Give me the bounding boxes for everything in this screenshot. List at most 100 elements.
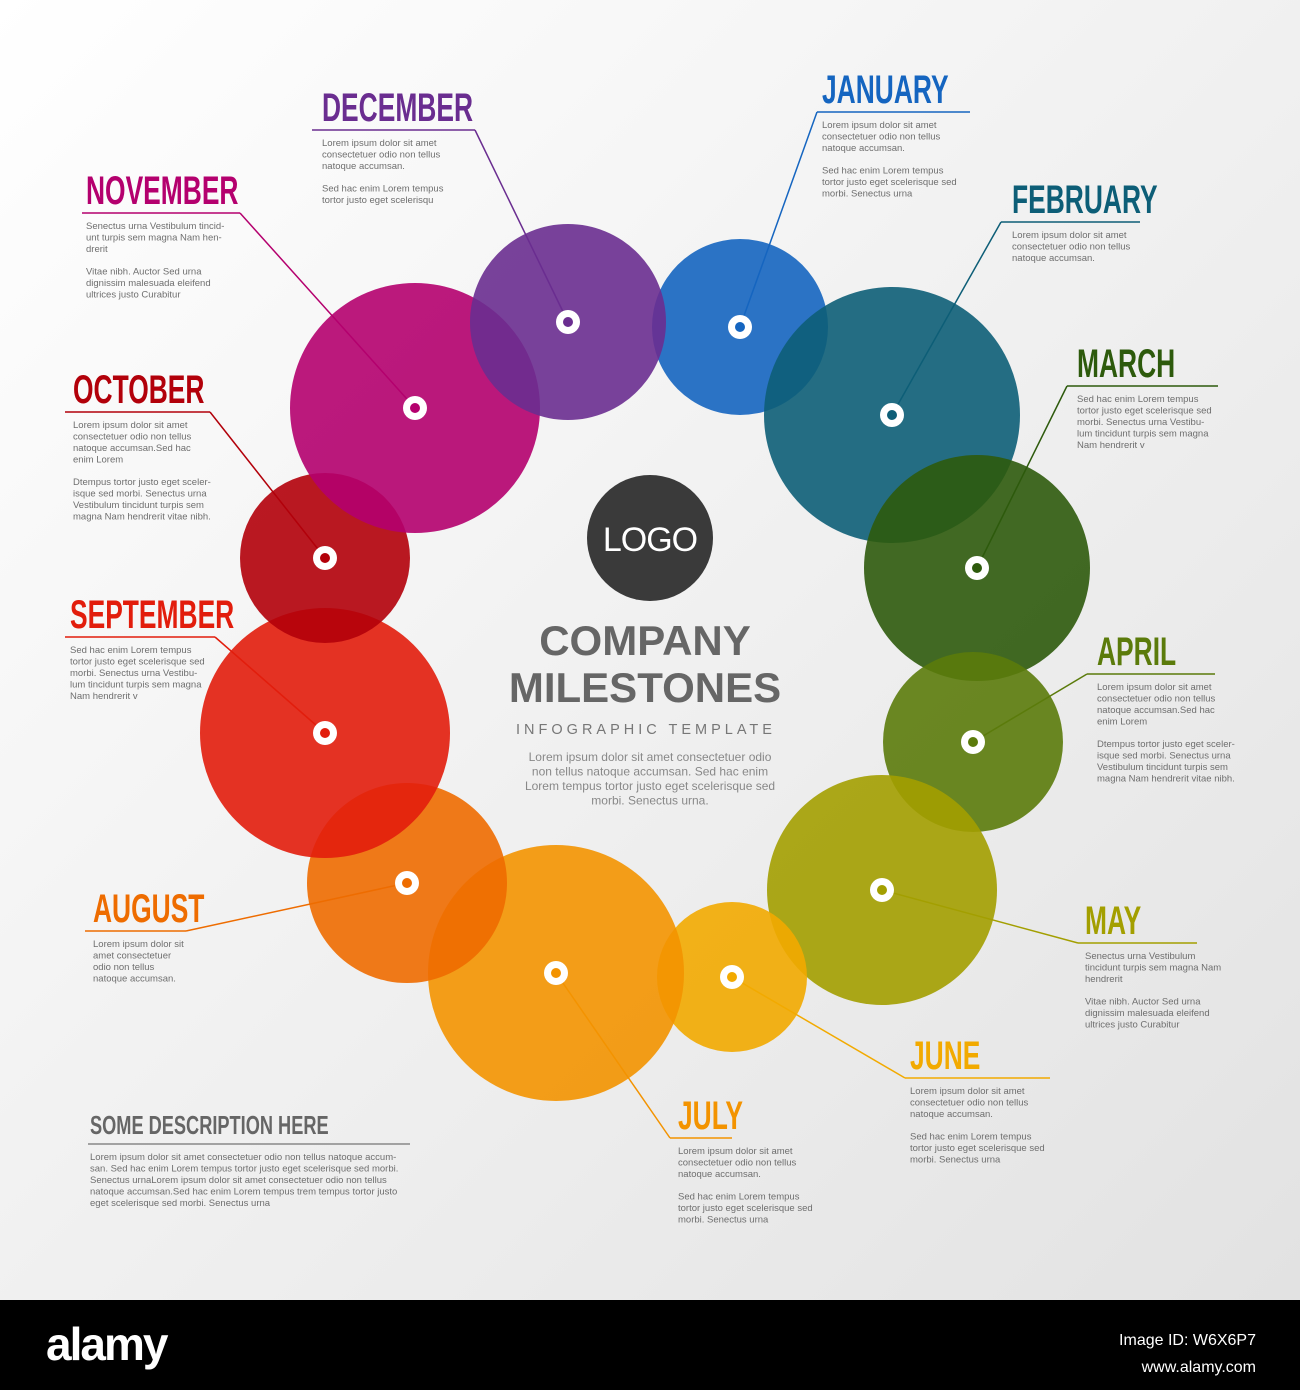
description-line: Nam hendrerit v <box>70 691 138 702</box>
month-label: DECEMBER <box>322 86 473 131</box>
description-line: natoque accumsan. <box>678 1169 761 1180</box>
note-title: SOME DESCRIPTION HERE <box>90 1111 329 1140</box>
description-line: natoque accumsan. <box>322 161 405 172</box>
leader-line <box>972 673 1088 743</box>
description-line: Dtempus tortor justo eget sceler- <box>73 477 211 488</box>
description-line: consectetuer odio non tellus <box>910 1098 1029 1109</box>
note-line: Lorem ipsum dolor sit amet consectetuer … <box>90 1152 396 1163</box>
dot-center <box>320 728 330 738</box>
description-line: Lorem ipsum dolor sit <box>93 939 184 950</box>
month-label: OCTOBER <box>73 368 204 413</box>
description-line: tortor justo eget scelerisque sed <box>678 1203 813 1214</box>
description-line: consectetuer odio non tellus <box>73 432 192 443</box>
description-line: tortor justo eget scelerisqu <box>322 195 433 206</box>
month-label: APRIL <box>1097 630 1176 675</box>
description-line: Sed hac enim Lorem tempus <box>822 166 944 177</box>
description-line: isque sed morbi. Senectus urna <box>1097 751 1231 762</box>
month-label: JANUARY <box>822 68 949 113</box>
description-line: hendrerit <box>1085 974 1123 985</box>
leader-line <box>474 129 569 323</box>
footer-url: www.alamy.com <box>1141 1359 1256 1376</box>
description-line: consectetuer odio non tellus <box>322 150 441 161</box>
month-label: JULY <box>678 1094 743 1139</box>
description-line: morbi. Senectus urna Vestibu- <box>70 668 197 679</box>
description-line: odio non tellus <box>93 962 155 973</box>
description-line: Dtempus tortor justo eget sceler- <box>1097 739 1235 750</box>
description-line: tortor justo eget scelerisque sed <box>70 657 205 668</box>
description-line: magna Nam hendrerit vitae nibh. <box>1097 774 1235 785</box>
month-label: SEPTEMBER <box>70 593 234 638</box>
description-line: Sed hac enim Lorem tempus <box>678 1192 800 1203</box>
description-line: Vestibulum tincidunt turpis sem <box>1097 762 1228 773</box>
title: MILESTONES <box>509 664 781 711</box>
title: COMPANY <box>539 617 751 664</box>
dot-center <box>972 563 982 573</box>
description-line: consectetuer odio non tellus <box>822 132 941 143</box>
description-line: tortor justo eget scelerisque sed <box>1077 406 1212 417</box>
description-line: lum tincidunt turpis sem magna <box>1077 429 1209 440</box>
month-label: NOVEMBER <box>86 169 238 214</box>
description-line: Lorem ipsum dolor sit amet <box>73 420 188 431</box>
description-line: consectetuer odio non tellus <box>1097 694 1216 705</box>
description-line: isque sed morbi. Senectus urna <box>73 489 207 500</box>
dot-center <box>410 403 420 413</box>
description-line: consectetuer odio non tellus <box>678 1158 797 1169</box>
description-line: drerit <box>86 244 108 255</box>
description-line: morbi. Senectus urna <box>678 1215 769 1226</box>
center-description: Lorem ipsum dolor sit amet consectetuer … <box>529 750 772 764</box>
month-label: AUGUST <box>93 887 205 932</box>
description-line: Senectus urna Vestibulum <box>1085 951 1195 962</box>
description-line: Vitae nibh. Auctor Sed urna <box>86 267 202 278</box>
logo-text: LOGO <box>603 521 697 559</box>
leader-line <box>739 111 818 328</box>
month-label: JUNE <box>910 1034 980 1079</box>
description-line: Lorem ipsum dolor sit amet <box>1097 682 1212 693</box>
description-line: morbi. Senectus urna Vestibu- <box>1077 417 1204 428</box>
leader-line <box>214 636 326 734</box>
center-description: morbi. Senectus urna. <box>591 794 708 808</box>
description-line: natoque accumsan. <box>910 1109 993 1120</box>
center-description: Lorem tempus tortor justo eget scelerisq… <box>525 779 775 793</box>
description-line: tortor justo eget scelerisque sed <box>910 1143 1045 1154</box>
description-line: enim Lorem <box>73 455 123 466</box>
footer-id: Image ID: W6X6P7 <box>1119 1332 1256 1349</box>
description-line: natoque accumsan.Sed hac <box>1097 705 1215 716</box>
note-line: Senectus urnaLorem ipsum dolor sit amet … <box>90 1175 387 1186</box>
note-line: san. Sed hac enim Lorem tempus tortor ju… <box>90 1164 398 1175</box>
description-line: natoque accumsan.Sed hac <box>73 443 191 454</box>
description-line: magna Nam hendrerit vitae nibh. <box>73 512 211 523</box>
description-line: tincidunt turpis sem magna Nam <box>1085 963 1221 974</box>
note-line: eget scelerisque sed morbi. Senectus urn… <box>90 1198 271 1209</box>
description-line: Nam hendrerit v <box>1077 440 1145 451</box>
dot-center <box>402 878 412 888</box>
description-line: Sed hac enim Lorem tempus <box>322 184 444 195</box>
description-line: ultrices justo Curabitur <box>1085 1020 1180 1031</box>
leader-line <box>881 889 1079 944</box>
logo-circle <box>587 475 713 601</box>
month-label: MAY <box>1085 899 1142 944</box>
dot-center <box>551 968 561 978</box>
description-line: dignissim malesuada eleifend <box>1085 1008 1210 1019</box>
leader-line <box>976 385 1068 569</box>
background <box>0 0 1300 1300</box>
note-line: natoque accumsan.Sed hac enim Lorem temp… <box>90 1187 397 1198</box>
leader-line <box>209 411 326 559</box>
description-line: consectetuer odio non tellus <box>1012 242 1131 253</box>
description-line: Lorem ipsum dolor sit amet <box>822 120 937 131</box>
dot-center <box>877 885 887 895</box>
description-line: Lorem ipsum dolor sit amet <box>1012 230 1127 241</box>
dot-center <box>968 737 978 747</box>
leader-line <box>185 882 408 932</box>
description-line: Senectus urna Vestibulum tincid- <box>86 221 224 232</box>
leader-line <box>239 212 416 409</box>
description-line: lum tincidunt turpis sem magna <box>70 680 202 691</box>
description-line: natoque accumsan. <box>1012 253 1095 264</box>
dot-center <box>563 317 573 327</box>
footer-bar <box>0 1300 1300 1390</box>
center-description: non tellus natoque accumsan. Sed hac eni… <box>532 765 768 779</box>
description-line: Sed hac enim Lorem tempus <box>1077 394 1199 405</box>
dot-center <box>887 410 897 420</box>
description-line: unt turpis sem magna Nam hen- <box>86 233 222 244</box>
